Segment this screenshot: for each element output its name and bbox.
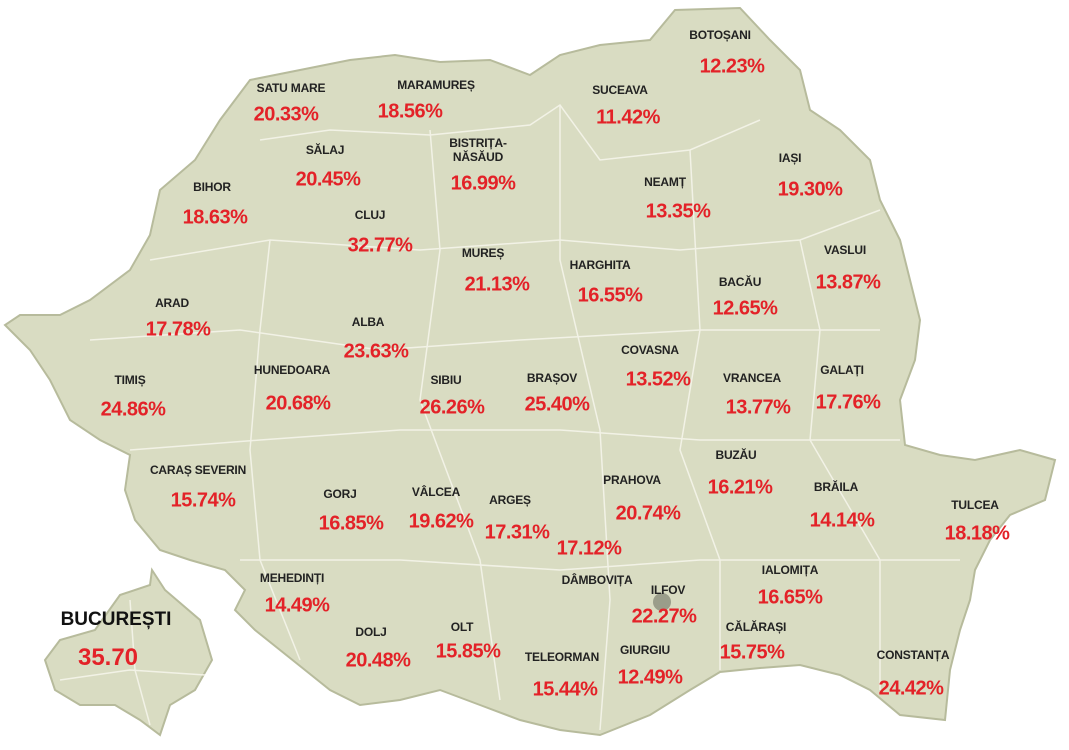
- county-value: 32.77%: [347, 234, 413, 257]
- county-value: 18.63%: [182, 206, 248, 229]
- county-name: GORJ: [323, 487, 357, 501]
- county-name: CARAȘ SEVERIN: [149, 463, 247, 477]
- county-name: ARGEȘ: [489, 493, 531, 507]
- county-name: SIBIU: [430, 373, 462, 387]
- county-name: ARAD: [155, 296, 189, 310]
- bucuresti-name: BUCUREȘTI: [60, 609, 172, 630]
- county-name: GALAȚI: [820, 363, 864, 377]
- county-value: 21.13%: [464, 273, 530, 296]
- county-value: 13.52%: [625, 368, 691, 391]
- county-name: BOTOȘANI: [689, 28, 751, 42]
- county-value: 14.14%: [809, 509, 875, 532]
- bucuresti-inset: [43, 567, 214, 737]
- county-borders: [89, 103, 960, 731]
- county-name: BACĂU: [718, 275, 762, 289]
- county-name: MARAMUREȘ: [397, 78, 475, 92]
- county-value: 13.87%: [815, 271, 881, 294]
- county-value: 15.85%: [435, 640, 501, 663]
- romania-outline: [3, 6, 1057, 737]
- county-value: 17.76%: [815, 391, 881, 414]
- county-name: SĂLAJ: [305, 143, 345, 157]
- county-value: 14.49%: [264, 594, 330, 617]
- county-name: ILFOV: [650, 583, 686, 597]
- county-name: DOLJ: [355, 625, 387, 639]
- county-name: ALBA: [351, 315, 385, 329]
- county-value: 17.78%: [145, 318, 211, 341]
- county-value: 16.55%: [577, 284, 643, 307]
- county-value: 11.42%: [596, 106, 660, 129]
- county-value: 16.85%: [318, 512, 384, 535]
- county-value: 23.63%: [343, 340, 409, 363]
- county-value: 19.30%: [777, 178, 843, 201]
- county-name: SUCEAVA: [592, 83, 648, 97]
- county-value: 12.23%: [699, 55, 765, 78]
- county-value: 20.68%: [265, 392, 331, 415]
- county-value: 15.74%: [170, 489, 236, 512]
- county-value: 26.26%: [419, 396, 485, 419]
- county-name: DÂMBOVIȚA: [561, 573, 633, 587]
- county-name: BRAȘOV: [526, 371, 578, 385]
- county-value: 20.74%: [615, 502, 681, 525]
- county-name: GIURGIU: [620, 643, 670, 657]
- county-name: IALOMIȚA: [761, 563, 819, 577]
- county-name: IAȘI: [778, 151, 802, 165]
- county-value: 12.49%: [617, 666, 683, 689]
- county-value: 18.18%: [944, 522, 1010, 545]
- county-name: CĂLĂRAȘI: [725, 620, 787, 634]
- county-name: MUREȘ: [461, 246, 505, 260]
- county-name: OLT: [450, 620, 474, 634]
- bucuresti-marker: [653, 593, 671, 611]
- county-value: 19.62%: [408, 510, 474, 533]
- county-value: 13.77%: [725, 396, 791, 419]
- county-name: TELEORMAN: [524, 650, 600, 664]
- county-name: VRANCEA: [723, 371, 781, 385]
- county-value: 16.99%: [450, 172, 516, 195]
- county-value: 15.75%: [719, 641, 785, 664]
- county-name: HUNEDOARA: [253, 363, 331, 377]
- county-value: 25.40%: [524, 393, 590, 416]
- county-name: BRĂILA: [813, 480, 859, 494]
- county-name: HARGHITA: [569, 258, 631, 272]
- county-name: SATU MARE: [256, 81, 326, 95]
- county-name: PRAHOVA: [603, 473, 661, 487]
- county-name: NEAMȚ: [644, 175, 686, 189]
- county-value: 16.65%: [757, 586, 823, 609]
- county-value: 18.56%: [377, 100, 443, 123]
- county-value: 20.45%: [295, 168, 361, 191]
- county-name: COVASNA: [621, 343, 679, 357]
- county-name: CONSTANȚA: [876, 648, 950, 662]
- bucuresti-value: 35.70: [77, 644, 139, 671]
- county-value: 22.27%: [631, 605, 697, 628]
- county-value: 13.35%: [645, 200, 711, 223]
- county-name: VÂLCEA: [411, 485, 461, 499]
- county-name: BUZĂU: [715, 448, 757, 462]
- county-value: 17.31%: [484, 521, 550, 544]
- county-name: TIMIȘ: [114, 373, 146, 387]
- county-value: 24.42%: [878, 677, 944, 700]
- county-value: 24.86%: [100, 398, 166, 421]
- county-value: 17.12%: [556, 537, 622, 560]
- county-value: 12.65%: [712, 297, 778, 320]
- county-value: 16.21%: [707, 476, 773, 499]
- county-name: VASLUI: [824, 243, 866, 257]
- county-value: 15.44%: [532, 678, 598, 701]
- county-name: BISTRIȚA-NĂSĂUD: [449, 136, 507, 164]
- county-value: 20.33%: [253, 103, 319, 126]
- county-name: MEHEDINȚI: [259, 571, 325, 585]
- county-name: BIHOR: [193, 180, 231, 194]
- county-value: 20.48%: [345, 649, 411, 672]
- county-name: TULCEA: [951, 498, 999, 512]
- bucuresti-borders: [59, 599, 206, 726]
- county-name: CLUJ: [354, 208, 386, 222]
